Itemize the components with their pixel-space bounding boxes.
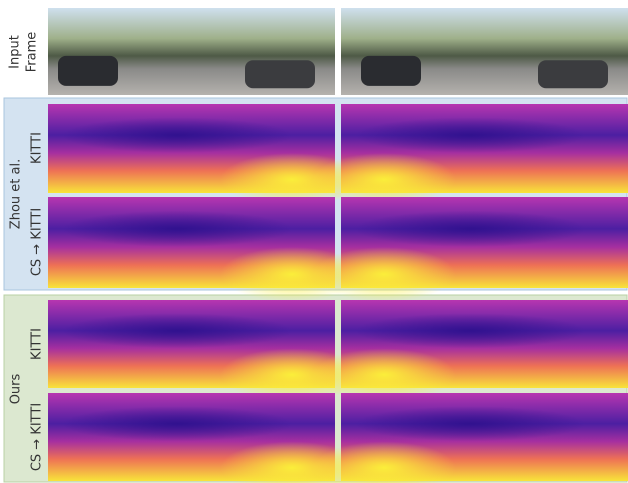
depth-far	[355, 117, 585, 153]
depth-near	[312, 247, 456, 302]
row-label: KITTI	[30, 328, 45, 360]
depth-far	[355, 406, 585, 442]
depth-far	[62, 210, 292, 248]
depth-near	[312, 152, 456, 207]
depth-far	[355, 313, 585, 349]
row-label: KITTI	[30, 132, 45, 164]
row-label: CS → KITTI	[30, 208, 45, 276]
depth-near	[312, 348, 456, 402]
car	[58, 55, 118, 86]
group-label: Ours	[9, 373, 24, 404]
row-label: CS → KITTI	[30, 403, 45, 471]
depth-far	[62, 313, 292, 349]
input-label: Input	[8, 35, 23, 69]
car	[361, 55, 421, 86]
depth-far	[62, 406, 292, 442]
depth-near	[312, 441, 456, 483]
car	[538, 60, 608, 89]
depth-far	[355, 210, 585, 248]
car	[245, 60, 315, 89]
input-label: Frame	[25, 32, 40, 73]
depth-far	[62, 117, 292, 153]
group-label: Zhou et al.	[9, 159, 24, 229]
